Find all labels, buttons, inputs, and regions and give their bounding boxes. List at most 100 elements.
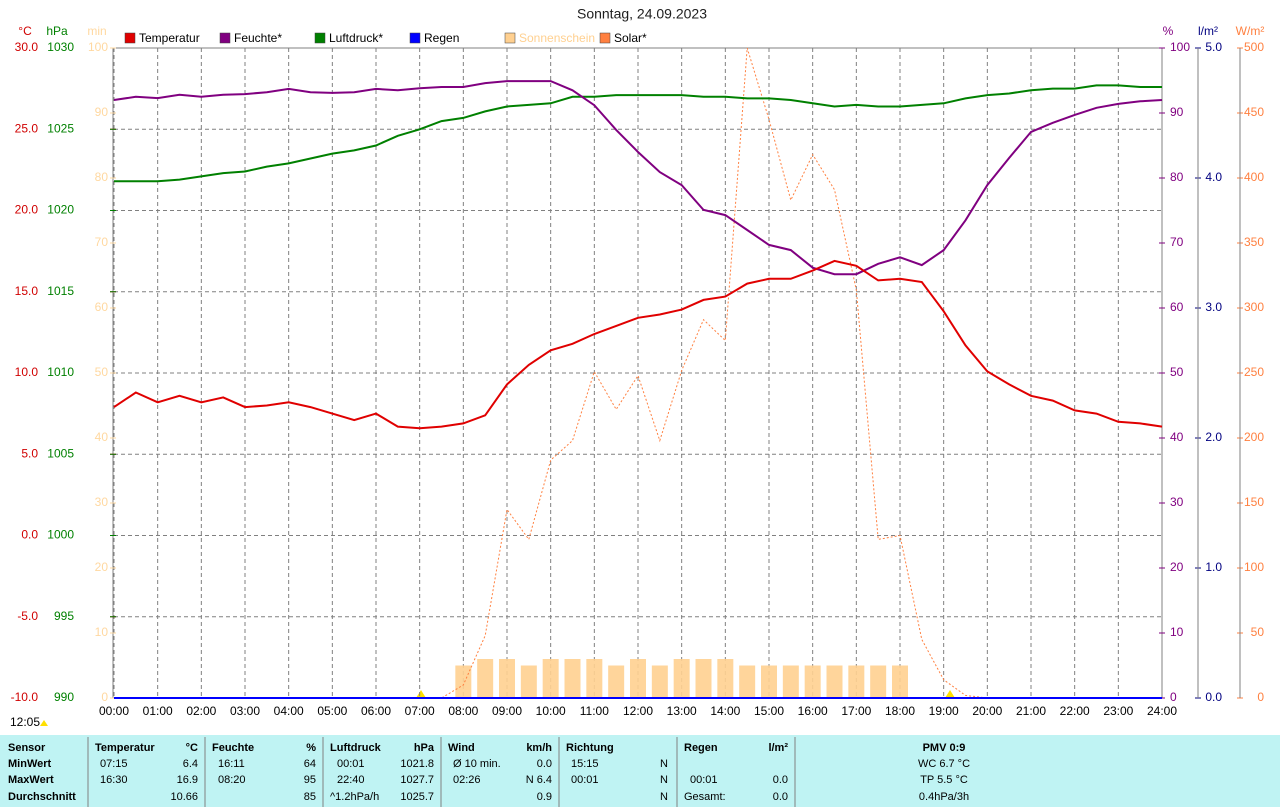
legend-label: Sonnenschein — [519, 31, 595, 45]
x-tick-label: 11:00 — [580, 704, 609, 718]
footer-cell: 07:15 — [100, 758, 128, 770]
y-tick-label: 0.0 — [21, 528, 38, 542]
footer-cell: TP 5.5 °C — [920, 774, 968, 786]
x-tick-label: 15:00 — [754, 704, 784, 718]
y-tick-label: 1025 — [47, 121, 74, 135]
axis-unit: % — [1163, 24, 1174, 38]
y-tick-label: 1000 — [47, 528, 74, 542]
y-tick-label: 0 — [1257, 690, 1264, 704]
footer-cell: 16:11 — [218, 758, 245, 770]
footer-cell: Sensor — [8, 742, 46, 754]
y-tick-label: 1015 — [47, 284, 74, 298]
x-tick-label: 05:00 — [317, 704, 347, 718]
footer-cell: Regen — [684, 742, 718, 754]
bar — [651, 665, 668, 698]
footer-cell: 16.9 — [177, 774, 198, 786]
bar — [892, 665, 908, 698]
y-tick-label: 5.0 — [1205, 40, 1222, 54]
legend-label: Regen — [424, 31, 459, 45]
footer-cell: 00:01 — [571, 774, 599, 786]
y-tick-label: 2.0 — [1205, 430, 1222, 444]
y-tick-label: 90 — [95, 105, 109, 119]
legend-label: Temperatur — [139, 31, 200, 45]
x-tick-label: 22:00 — [1060, 704, 1090, 718]
y-tick-label: 1020 — [47, 203, 74, 217]
y-tick-label: 50 — [1170, 365, 1184, 379]
footer-cell: Ø 10 min. — [453, 758, 501, 770]
y-tick-label: 350 — [1244, 235, 1264, 249]
y-tick-label: 995 — [54, 609, 74, 623]
footer-cell: N — [660, 758, 668, 770]
footer-cell: Gesamt: — [684, 791, 726, 803]
y-tick-label: 1.0 — [1205, 560, 1222, 574]
legend-label: Solar* — [614, 31, 647, 45]
x-tick-label: 10:00 — [536, 704, 566, 718]
footer-cell: 10.66 — [170, 791, 198, 803]
series-line — [114, 84, 1162, 183]
footer-cell: 0.0 — [773, 791, 788, 803]
footer-cell: Temperatur — [95, 742, 155, 754]
footer-cell: Feuchte — [212, 742, 254, 754]
footer-cell: 95 — [304, 774, 316, 786]
axis-unit: l/m² — [1198, 24, 1218, 38]
x-tick-label: 18:00 — [885, 704, 915, 718]
bar — [564, 659, 581, 698]
footer-cell: hPa — [414, 742, 435, 754]
legend-swatch — [219, 32, 231, 44]
footer-cell: WC 6.7 °C — [918, 758, 970, 770]
legend-swatch — [409, 32, 421, 44]
footer-cell: PMV 0:9 — [923, 742, 966, 754]
footer-separators — [87, 737, 796, 807]
y-tick-label: 0 — [101, 690, 108, 704]
x-tick-label: 21:00 — [1016, 704, 1046, 718]
footer-cell: Richtung — [566, 742, 614, 754]
y-tick-label: 10 — [95, 625, 109, 639]
bar — [455, 665, 472, 698]
x-tick-label: 02:00 — [186, 704, 216, 718]
y-tick-label: 100 — [1170, 40, 1190, 54]
bar — [826, 665, 843, 698]
x-tick-label: 20:00 — [972, 704, 1002, 718]
x-tick-label: 09:00 — [492, 704, 522, 718]
axis-unit: °C — [18, 24, 32, 38]
x-tick-label: 12:00 — [623, 704, 653, 718]
footer-cell: MaxWert — [8, 774, 54, 786]
x-tick-label: 19:00 — [929, 704, 959, 718]
bar — [870, 665, 887, 698]
y-tick-label: 0 — [1170, 690, 1177, 704]
axis-unit: W/m² — [1236, 24, 1265, 38]
x-tick-label: 00:00 — [99, 704, 129, 718]
bar — [630, 659, 646, 698]
x-tick-label: 14:00 — [710, 704, 740, 718]
y-tick-label: 40 — [95, 430, 109, 444]
bar — [499, 659, 515, 698]
legend-swatch — [599, 32, 611, 44]
footer-cell: 0.0 — [773, 774, 788, 786]
footer-cell: 0.9 — [537, 791, 552, 803]
footer-cell: 1025.7 — [400, 791, 434, 803]
bar — [739, 665, 756, 698]
footer-cell: 08:20 — [218, 774, 246, 786]
footer-cell: 85 — [304, 791, 316, 803]
y-tick-label: 4.0 — [1205, 170, 1222, 184]
bar — [586, 659, 603, 698]
sunrise-marker — [416, 690, 426, 698]
y-tick-label: 1010 — [47, 365, 74, 379]
y-tick-label: 150 — [1244, 495, 1264, 509]
y-tick-label: 50 — [95, 365, 109, 379]
y-tick-label: 400 — [1244, 170, 1264, 184]
y-tick-label: 3.0 — [1205, 300, 1222, 314]
bar — [673, 659, 690, 698]
x-tick-label: 07:00 — [405, 704, 435, 718]
footer-cell: l/m² — [768, 742, 788, 754]
bar — [761, 665, 777, 698]
footer-cell: 1021.8 — [400, 758, 434, 770]
y-tick-label: 60 — [1170, 300, 1184, 314]
x-tick-label: 23:00 — [1103, 704, 1133, 718]
x-tick-label: 04:00 — [274, 704, 304, 718]
y-tick-label: 10 — [1170, 625, 1184, 639]
legend-label: Luftdruck* — [329, 31, 383, 45]
chart-title: Sonntag, 24.09.2023 — [577, 6, 707, 22]
sunset-marker — [945, 690, 955, 698]
